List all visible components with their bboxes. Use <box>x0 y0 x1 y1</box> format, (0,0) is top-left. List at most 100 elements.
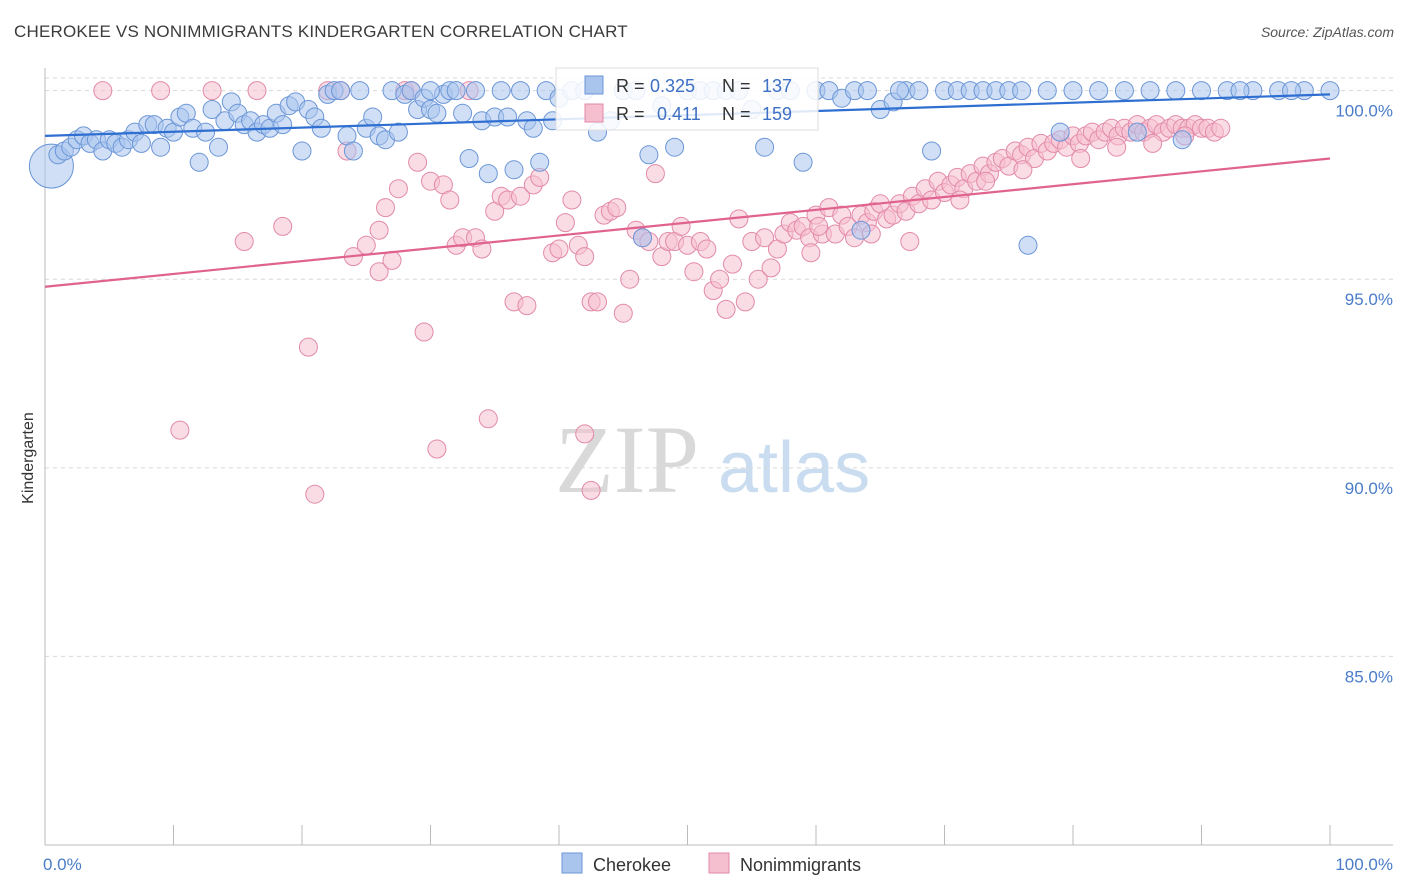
cherokee-point <box>1192 81 1211 101</box>
cherokee-point <box>459 149 479 168</box>
cherokee-point <box>1166 81 1186 101</box>
cherokee-point <box>446 81 466 101</box>
legend-r-label-nonimmigrants: R = <box>616 104 645 124</box>
nonimmigrants-point <box>369 220 389 240</box>
nonimmigrants-point <box>511 186 530 206</box>
nonimmigrants-point <box>562 190 582 210</box>
cherokee-point <box>530 152 550 172</box>
cherokee-point <box>665 137 685 157</box>
cherokee-point <box>1320 81 1340 101</box>
cherokee-point <box>498 107 518 127</box>
legend-r-value-cherokee: 0.325 <box>650 76 695 96</box>
cherokee-point <box>491 81 511 101</box>
nonimmigrants-point <box>305 484 325 504</box>
nonimmigrants-point <box>388 179 408 199</box>
cherokee-point <box>1063 81 1083 101</box>
cherokee-point <box>1230 81 1250 101</box>
nonimmigrants-point <box>755 228 775 248</box>
nonimmigrants-point <box>684 262 704 282</box>
watermark-zip: ZIP <box>555 406 699 513</box>
nonimmigrants-point <box>1211 118 1231 138</box>
cherokee-point <box>639 145 659 165</box>
cherokee-point <box>273 115 293 135</box>
axes <box>44 68 1393 846</box>
nonimmigrants-point <box>900 232 920 251</box>
cherokee-point <box>793 152 813 172</box>
cherokee-point <box>331 81 351 101</box>
cherokee-point <box>202 100 222 119</box>
cherokee-point <box>504 160 524 180</box>
cherokee-point <box>1089 81 1109 101</box>
cherokee-point <box>350 81 370 101</box>
nonimmigrants-point <box>376 198 395 218</box>
cherokee-point <box>523 118 543 138</box>
nonimmigrants-point <box>1143 133 1163 153</box>
cherokee-point <box>922 141 942 161</box>
cherokee-point <box>292 141 312 161</box>
legend-n-label-nonimmigrants: N = <box>722 104 751 124</box>
legend-r-value-nonimmigrants: 0.411 <box>657 104 701 124</box>
cherokee-point <box>388 122 408 142</box>
nonimmigrants-point <box>298 337 318 357</box>
legend-n-value-nonimmigrants: 159 <box>762 104 792 124</box>
nonimmigrants-point <box>575 424 595 444</box>
cherokee-point <box>1172 130 1192 150</box>
nonimmigrants-point <box>809 216 829 236</box>
nonimmigrants-point <box>202 81 222 101</box>
x-tick-label-min: 0.0% <box>43 855 82 874</box>
chart-title: CHEROKEE VS NONIMMIGRANTS KINDERGARTEN C… <box>14 22 628 41</box>
nonimmigrants-point <box>440 190 460 210</box>
nonimmigrants-point <box>581 480 601 500</box>
legend-bottom: Cherokee Nonimmigrants <box>561 852 861 875</box>
nonimmigrants-point <box>645 164 665 184</box>
cherokee-point <box>851 220 871 240</box>
legend-r-label-cherokee: R = <box>616 76 645 96</box>
bottom-legend-label-cherokee: Cherokee <box>593 855 671 875</box>
nonimmigrants-point <box>748 269 768 289</box>
nonimmigrants-point <box>273 216 293 236</box>
y-tick-label: 100.0% <box>1335 102 1393 121</box>
cherokee-point <box>633 228 652 248</box>
nonimmigrants-point <box>671 216 691 236</box>
chart-source: Source: ZipAtlas.com <box>1260 24 1394 40</box>
legend-swatch-nonimmigrants <box>584 103 604 123</box>
cherokee-point <box>1140 81 1160 101</box>
cherokee-point <box>427 103 447 123</box>
nonimmigrants-point <box>427 439 447 459</box>
cherokee-point <box>478 164 498 184</box>
cherokee-point <box>1114 81 1134 101</box>
bottom-legend-label-nonimmigrants: Nonimmigrants <box>740 855 861 875</box>
grid-lines <box>45 77 1393 657</box>
nonimmigrants-point <box>607 198 627 218</box>
nonimmigrants-point <box>93 81 113 101</box>
x-tick-label-max: 100.0% <box>1335 855 1393 874</box>
nonimmigrants-point <box>761 258 781 278</box>
nonimmigrants-point <box>555 213 575 233</box>
nonimmigrants-point <box>575 247 595 267</box>
legend-n-label-cherokee: N = <box>722 76 751 96</box>
nonimmigrants-point <box>151 81 171 101</box>
cherokee-point <box>131 133 151 153</box>
cherokee-point <box>1018 235 1038 255</box>
nonimmigrants-point <box>723 254 742 274</box>
cherokee-point <box>363 107 383 127</box>
nonimmigrants-point <box>716 299 736 319</box>
nonimmigrants-point <box>408 152 428 172</box>
cherokee-point <box>151 137 171 157</box>
nonimmigrants-point <box>356 235 376 255</box>
nonimmigrants-point <box>735 292 755 312</box>
cherokee-point <box>511 81 530 101</box>
cherokee-point <box>209 137 228 157</box>
nonimmigrants-point <box>369 262 389 282</box>
y-tick-label: 85.0% <box>1345 667 1393 686</box>
nonimmigrants-point <box>697 239 717 259</box>
nonimmigrants-point <box>549 239 569 259</box>
legend-top: R = 0.325 N = 137 R = 0.411 N = 159 <box>555 67 819 131</box>
nonimmigrants-point <box>620 269 640 289</box>
nonimmigrants-point <box>414 322 434 342</box>
nonimmigrants-point <box>1107 137 1127 157</box>
nonimmigrants-trend-line <box>44 157 1331 288</box>
nonimmigrants-point <box>801 243 821 263</box>
nonimmigrants-point <box>588 292 607 312</box>
